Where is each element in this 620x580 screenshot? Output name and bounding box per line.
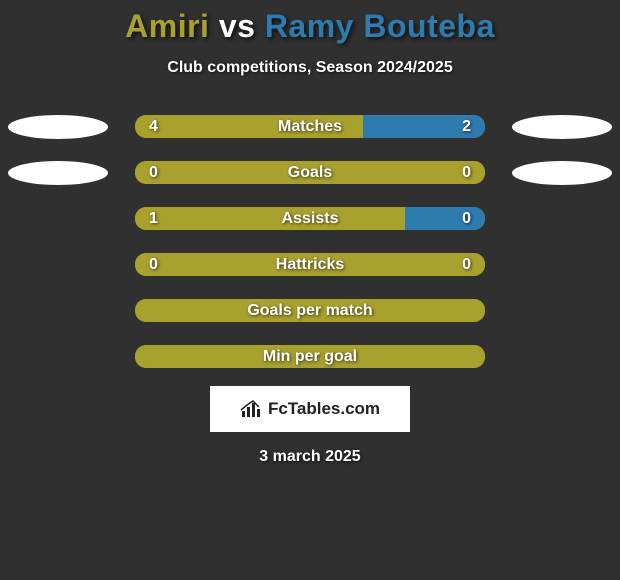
stat-value-right: 0 [462,256,471,274]
stat-label: Assists [282,210,339,228]
logo-box: FcTables.com [210,386,410,432]
bar-fill-left [135,207,405,230]
ellipse-left [8,115,108,139]
logo-text: FcTables.com [268,399,380,419]
stat-bar: Min per goal [135,345,485,368]
stat-value-left: 0 [149,164,158,182]
subtitle: Club competitions, Season 2024/2025 [167,59,452,77]
stat-label: Min per goal [263,348,357,366]
bar-fill-right [405,207,486,230]
stat-label: Hattricks [276,256,344,274]
stat-label: Goals [288,164,332,182]
title-player-right: Ramy Bouteba [265,8,495,44]
stat-row: Matches 4 2 [0,115,620,138]
stat-bar: Assists 1 0 [135,207,485,230]
stat-value-left: 1 [149,210,158,228]
stat-rows: Matches42Goals00Assists10Hattricks00Goal… [0,115,620,368]
stat-row: Min per goal [0,345,620,368]
title-vs: vs [209,8,264,44]
stat-bar: Matches 4 2 [135,115,485,138]
stat-row: Goals 0 0 [0,161,620,184]
stat-value-left: 0 [149,256,158,274]
stat-value-right: 2 [462,118,471,136]
stat-label: Goals per match [247,302,372,320]
stat-row: Assists 1 0 [0,207,620,230]
ellipse-right [512,115,612,139]
bar-chart-icon [240,399,264,419]
stat-value-right: 0 [462,164,471,182]
ellipse-left [8,161,108,185]
page-title: Amiri vs Ramy Bouteba [125,8,495,45]
title-player-left: Amiri [125,8,209,44]
ellipse-right [512,161,612,185]
date: 3 march 2025 [259,448,360,466]
stat-label: Matches [278,118,342,136]
stat-value-right: 0 [462,210,471,228]
stat-bar: Hattricks 0 0 [135,253,485,276]
stat-value-left: 4 [149,118,158,136]
stat-row: Goals per match [0,299,620,322]
stat-bar: Goals 0 0 [135,161,485,184]
stat-row: Hattricks 0 0 [0,253,620,276]
stat-bar: Goals per match [135,299,485,322]
comparison-infographic: Amiri vs Ramy Bouteba Club competitions,… [0,0,620,466]
